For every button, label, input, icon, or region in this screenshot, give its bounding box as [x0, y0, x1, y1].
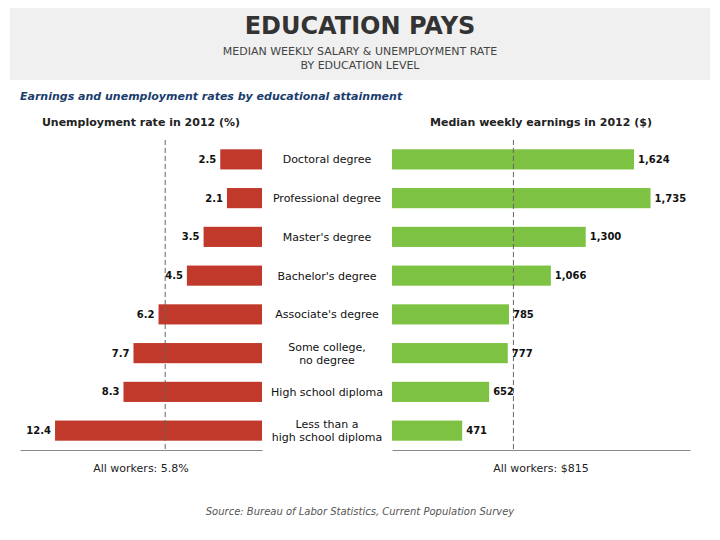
category-label: Bachelor's degree: [277, 269, 376, 282]
bar: [392, 188, 651, 208]
data-label: 2.1: [205, 193, 223, 204]
reference-line: [165, 140, 166, 450]
bar: [227, 188, 262, 208]
data-label: 1,066: [555, 270, 587, 281]
plot-area: [392, 140, 651, 450]
title: EDUCATION PAYS: [245, 12, 476, 40]
bar: [133, 343, 262, 363]
bar: [204, 227, 262, 247]
bar: [220, 149, 262, 169]
data-label: 777: [512, 348, 533, 359]
bar: [123, 382, 262, 402]
data-label: 12.4: [26, 425, 51, 436]
x-axis: [393, 450, 691, 451]
category-label: Associate's degree: [275, 308, 379, 321]
source-note: Source: Bureau of Labor Statistics, Curr…: [206, 506, 516, 517]
bar: [187, 266, 262, 286]
axis-title: Unemployment rate in 2012 (%): [42, 116, 240, 129]
data-label: 7.7: [112, 348, 130, 359]
data-label: 3.5: [182, 231, 200, 242]
category-label: Professional degree: [273, 192, 381, 205]
category-label: High school diploma: [271, 385, 383, 398]
data-label: 4.5: [165, 270, 183, 281]
bar: [392, 343, 508, 363]
subtitle: MEDIAN WEEKLY SALARY & UNEMPLOYMENT RATE…: [223, 45, 497, 72]
data-label: 652: [493, 386, 514, 397]
bar: [392, 421, 462, 441]
annotation: Earnings and unemployment rates by educa…: [20, 90, 403, 103]
data-label: 8.3: [102, 386, 120, 397]
category-label: Some college,no degree: [288, 340, 366, 366]
data-label: 471: [466, 425, 487, 436]
bar: [392, 266, 551, 286]
reference-label: All workers: $815: [493, 462, 589, 475]
reference-line: [513, 140, 514, 450]
data-label: 1,624: [638, 154, 670, 165]
axis-line: [393, 450, 691, 451]
axis-line: [21, 450, 263, 451]
category-label: Less than ahigh school diploma: [272, 418, 383, 444]
reference-label: All workers: 5.8%: [93, 462, 189, 475]
data-label: 1,300: [590, 231, 622, 242]
bar: [392, 227, 586, 247]
data-label: 6.2: [137, 309, 155, 320]
x-axis: [21, 450, 263, 451]
bar: [55, 421, 262, 441]
category-label: Master's degree: [283, 230, 372, 243]
bar: [392, 304, 509, 324]
bar: [392, 382, 489, 402]
axis-title: Median weekly earnings in 2012 ($): [430, 116, 652, 129]
data-label: 1,735: [655, 193, 687, 204]
data-label: 2.5: [199, 154, 217, 165]
bar: [159, 304, 262, 324]
category-label: Doctoral degree: [283, 153, 372, 166]
chart: EDUCATION PAYS MEDIAN WEEKLY SALARY & UNE…: [0, 0, 720, 540]
data-label: 785: [513, 309, 534, 320]
title-background: [10, 8, 710, 80]
plot-area: [55, 140, 262, 450]
